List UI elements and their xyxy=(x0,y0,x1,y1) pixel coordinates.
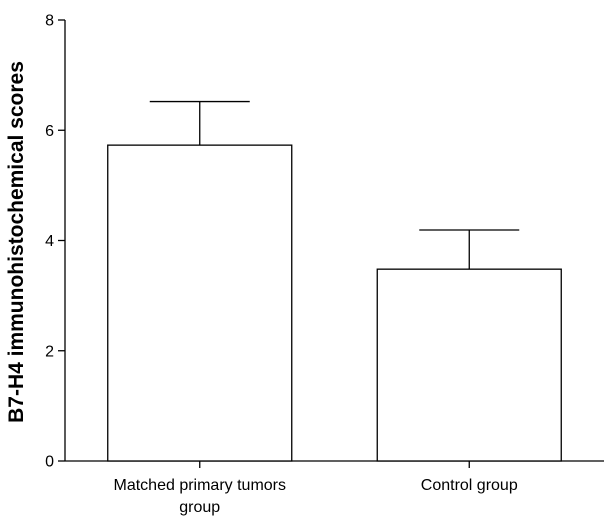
y-axis-title: B7-H4 immunohistochemical scores xyxy=(5,61,28,423)
x-tick-label: Control group xyxy=(421,477,518,494)
y-tick-label: 6 xyxy=(45,123,54,140)
y-ticks: 0 2 4 6 8 xyxy=(45,13,65,471)
x-tick-label-line: group xyxy=(179,499,220,516)
y-tick-label: 2 xyxy=(45,343,54,360)
y-tick-label: 4 xyxy=(45,233,54,250)
bars xyxy=(107,144,562,462)
error-bars xyxy=(149,100,520,270)
y-tick-label: 0 xyxy=(45,454,54,471)
x-tick-label-line: Control group xyxy=(421,477,518,494)
y-tick-label: 8 xyxy=(45,13,54,30)
bar xyxy=(107,144,293,462)
x-ticks: Matched primary tumors group Control group xyxy=(114,461,518,516)
x-tick-label: Matched primary tumors group xyxy=(114,477,287,516)
x-tick-label-line: Matched primary tumors xyxy=(114,477,287,494)
bar xyxy=(376,268,562,462)
